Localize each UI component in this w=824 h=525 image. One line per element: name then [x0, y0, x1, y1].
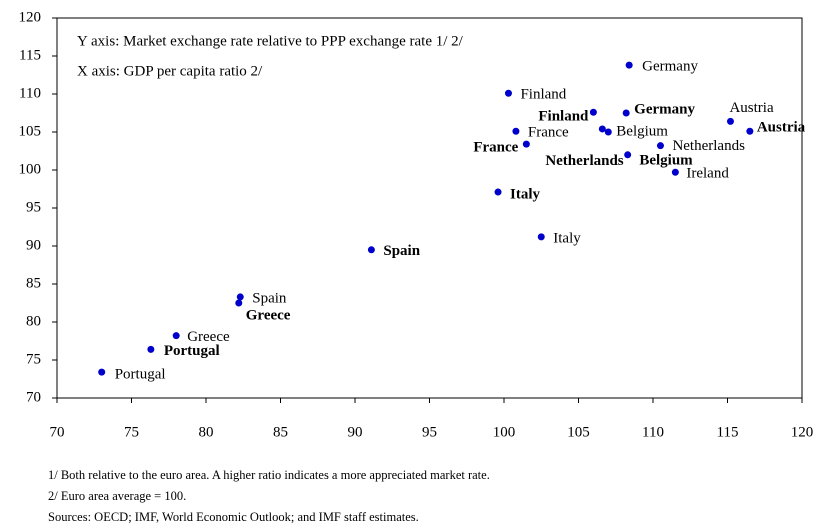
x-tick-label: 100	[493, 424, 516, 440]
x-tick-label: 110	[642, 424, 664, 440]
point	[236, 293, 244, 301]
annotation: Y axis: Market exchange rate relative to…	[77, 33, 464, 49]
point	[625, 61, 633, 69]
x-tick-label: 95	[422, 424, 437, 440]
point-label: Portugal	[115, 367, 166, 383]
point	[494, 188, 502, 196]
point	[622, 109, 630, 117]
point-label: Austria	[729, 100, 774, 116]
point	[604, 128, 612, 136]
point-label: Greece	[187, 329, 230, 345]
point-label: Spain	[252, 290, 287, 306]
point	[504, 89, 512, 97]
point	[589, 108, 597, 116]
x-tick-label: 115	[717, 424, 739, 440]
y-tick-label: 80	[26, 313, 41, 329]
point-label: France	[473, 140, 518, 156]
x-tick-label: 75	[124, 424, 139, 440]
point-label: Netherlands	[672, 138, 745, 154]
point-label: Italy	[553, 230, 581, 246]
point	[367, 246, 375, 254]
y-tick-label: 70	[26, 389, 41, 405]
point	[726, 117, 734, 125]
y-tick-label: 120	[19, 9, 42, 25]
footnote: 2/ Euro area average = 100.	[48, 489, 186, 503]
x-tick-label: 85	[273, 424, 288, 440]
y-tick-label: 85	[26, 275, 41, 291]
point	[598, 125, 606, 133]
point	[98, 368, 106, 376]
footnote: 1/ Both relative to the euro area. A hig…	[48, 468, 490, 482]
y-tick-label: 110	[19, 85, 41, 101]
point	[671, 168, 679, 176]
point	[147, 345, 155, 353]
y-tick-label: 100	[19, 161, 42, 177]
point	[537, 233, 545, 241]
x-tick-label: 70	[50, 424, 65, 440]
point-label: France	[528, 125, 569, 141]
point-label: Germany	[642, 59, 698, 75]
y-tick-label: 90	[26, 237, 41, 253]
y-tick-label: 75	[26, 351, 41, 367]
y-tick-label: 105	[19, 123, 42, 139]
point-label: Belgium	[616, 123, 668, 139]
point	[624, 151, 632, 159]
point	[172, 332, 180, 340]
point-label: Germany	[634, 101, 695, 117]
point	[512, 127, 520, 135]
point	[522, 140, 530, 148]
y-tick-label: 115	[19, 47, 41, 63]
point	[656, 142, 664, 150]
point-label: Belgium	[639, 152, 693, 168]
annotation: X axis: GDP per capita ratio 2/	[77, 63, 263, 79]
point-label: Italy	[510, 186, 541, 202]
x-tick-label: 120	[791, 424, 814, 440]
point-label: Netherlands	[545, 153, 623, 169]
point-label: Austria	[757, 120, 806, 136]
point-label: Finland	[538, 109, 589, 125]
point-label: Finland	[520, 87, 566, 103]
footnote: Sources: OECD; IMF, World Economic Outlo…	[48, 510, 419, 524]
point	[235, 299, 243, 307]
point	[746, 127, 754, 135]
y-tick-label: 95	[26, 199, 41, 215]
point-label: Greece	[246, 307, 291, 323]
x-tick-label: 80	[199, 424, 214, 440]
point-label: Portugal	[164, 343, 220, 359]
point-label: Spain	[383, 243, 420, 259]
x-tick-label: 105	[567, 424, 590, 440]
x-tick-label: 90	[348, 424, 363, 440]
point-label: Ireland	[686, 166, 729, 182]
